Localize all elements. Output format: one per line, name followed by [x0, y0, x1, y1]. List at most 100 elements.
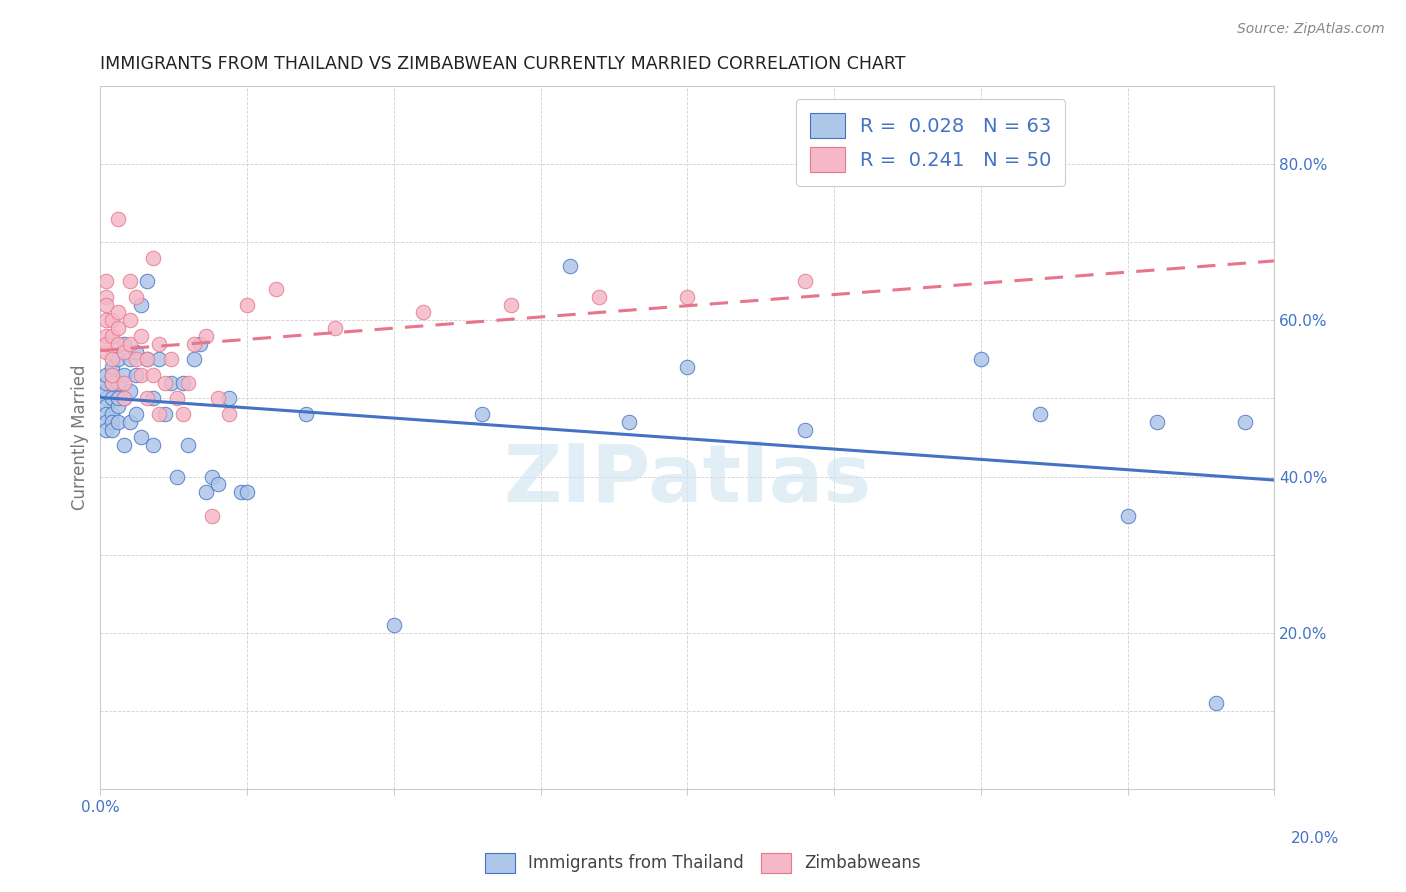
Point	[96, 368, 118, 382]
Point	[558, 259, 581, 273]
Point	[617, 415, 640, 429]
Point	[201, 508, 224, 523]
Point	[96, 392, 118, 406]
Point	[96, 329, 118, 343]
Point	[101, 368, 124, 382]
Point	[172, 407, 194, 421]
Point	[159, 352, 181, 367]
Point	[266, 282, 288, 296]
Point	[96, 415, 118, 429]
Point	[124, 368, 146, 382]
Point	[124, 352, 146, 367]
Point	[471, 407, 494, 421]
Point	[107, 376, 129, 390]
Point	[201, 469, 224, 483]
Point	[101, 329, 124, 343]
Point	[1116, 508, 1139, 523]
Text: ZIPatlas: ZIPatlas	[503, 441, 872, 518]
Point	[195, 329, 218, 343]
Point	[96, 298, 118, 312]
Legend: Immigrants from Thailand, Zimbabweans: Immigrants from Thailand, Zimbabweans	[478, 847, 928, 880]
Point	[101, 313, 124, 327]
Point	[188, 336, 211, 351]
Point	[107, 321, 129, 335]
Point	[1234, 415, 1257, 429]
Point	[793, 274, 815, 288]
Point	[231, 485, 253, 500]
Point	[96, 290, 118, 304]
Point	[101, 407, 124, 421]
Point	[177, 376, 200, 390]
Point	[112, 392, 135, 406]
Point	[236, 485, 259, 500]
Point	[112, 376, 135, 390]
Point	[96, 423, 118, 437]
Point	[118, 274, 141, 288]
Point	[101, 415, 124, 429]
Point	[1028, 407, 1050, 421]
Point	[107, 392, 129, 406]
Point	[131, 430, 153, 444]
Point	[294, 407, 316, 421]
Y-axis label: Currently Married: Currently Married	[72, 365, 89, 510]
Point	[676, 290, 699, 304]
Point	[107, 415, 129, 429]
Text: 20.0%: 20.0%	[1291, 831, 1339, 846]
Point	[412, 305, 434, 319]
Point	[96, 313, 118, 327]
Point	[107, 305, 129, 319]
Point	[166, 469, 188, 483]
Point	[101, 392, 124, 406]
Point	[195, 485, 218, 500]
Point	[183, 336, 205, 351]
Point	[96, 376, 118, 390]
Point	[96, 399, 118, 413]
Point	[142, 392, 165, 406]
Point	[101, 376, 124, 390]
Point	[101, 423, 124, 437]
Point	[131, 298, 153, 312]
Point	[136, 352, 159, 367]
Point	[112, 336, 135, 351]
Point	[112, 392, 135, 406]
Point	[166, 392, 188, 406]
Point	[142, 251, 165, 265]
Point	[96, 336, 118, 351]
Point	[107, 399, 129, 413]
Point	[112, 344, 135, 359]
Point	[101, 352, 124, 367]
Point	[112, 368, 135, 382]
Point	[148, 336, 170, 351]
Point	[142, 438, 165, 452]
Point	[101, 368, 124, 382]
Point	[118, 336, 141, 351]
Point	[382, 618, 405, 632]
Point	[101, 376, 124, 390]
Point	[124, 290, 146, 304]
Point	[131, 368, 153, 382]
Point	[207, 392, 229, 406]
Point	[96, 384, 118, 398]
Point	[793, 423, 815, 437]
Point	[676, 360, 699, 375]
Point	[218, 392, 240, 406]
Point	[1146, 415, 1168, 429]
Point	[148, 407, 170, 421]
Point	[183, 352, 205, 367]
Point	[218, 407, 240, 421]
Point	[136, 392, 159, 406]
Point	[112, 438, 135, 452]
Point	[236, 298, 259, 312]
Point	[1205, 696, 1227, 710]
Point	[124, 344, 146, 359]
Point	[124, 407, 146, 421]
Point	[136, 274, 159, 288]
Point	[131, 329, 153, 343]
Point	[118, 384, 141, 398]
Point	[118, 313, 141, 327]
Point	[107, 352, 129, 367]
Text: Source: ZipAtlas.com: Source: ZipAtlas.com	[1237, 22, 1385, 37]
Text: IMMIGRANTS FROM THAILAND VS ZIMBABWEAN CURRENTLY MARRIED CORRELATION CHART: IMMIGRANTS FROM THAILAND VS ZIMBABWEAN C…	[100, 55, 905, 73]
Point	[96, 407, 118, 421]
Point	[177, 438, 200, 452]
